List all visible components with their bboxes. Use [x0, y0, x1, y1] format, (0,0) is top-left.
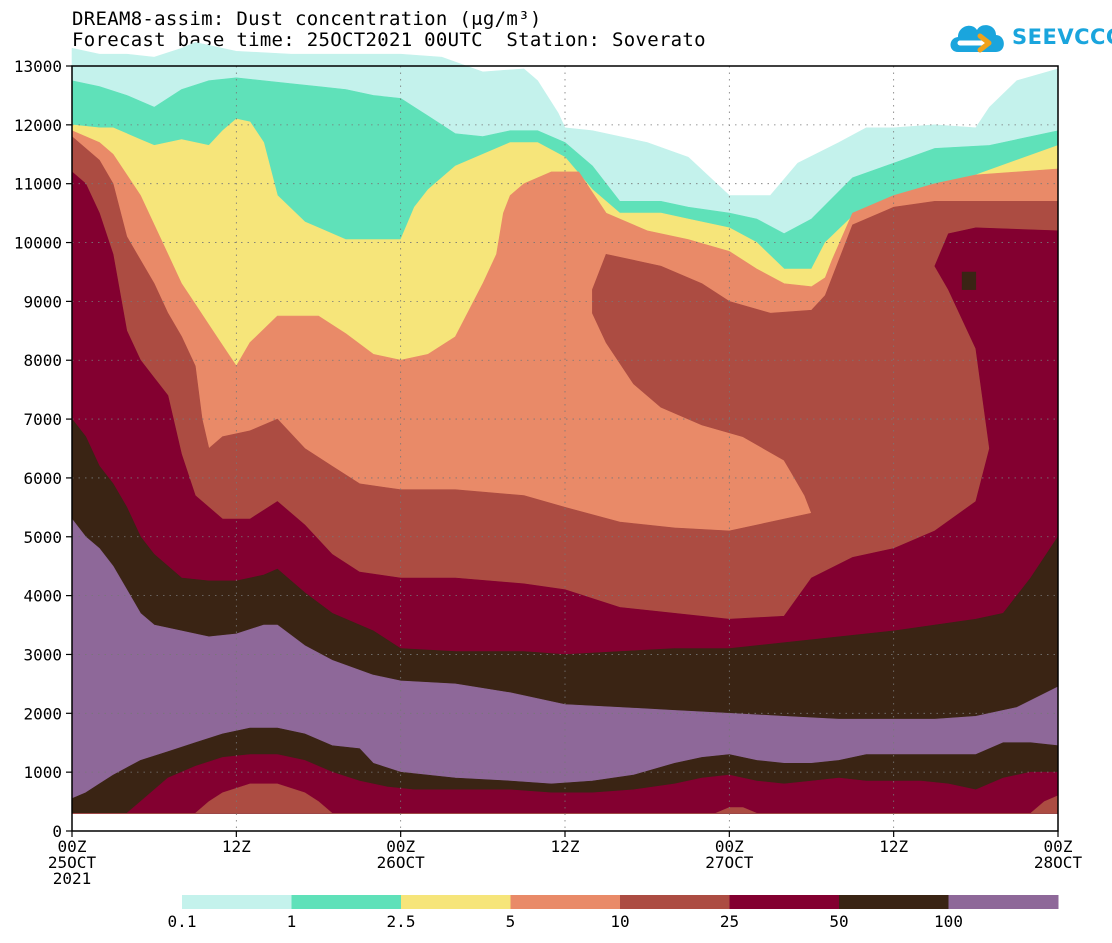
- legend-label: 5: [506, 912, 516, 931]
- x-tick-label: 12Z: [551, 837, 580, 856]
- y-tick-label: 12000: [14, 116, 62, 135]
- legend-swatch: [948, 895, 1059, 909]
- y-tick-label: 10000: [14, 234, 62, 253]
- x-tick-label: 26OCT: [377, 853, 426, 872]
- band-level-50-11: [961, 271, 977, 290]
- y-tick-label: 8000: [23, 351, 62, 370]
- legend-swatch: [182, 895, 292, 909]
- y-axis: 0 1000 2000 3000 4000 5000 6000 7000 8000 9000 100…: [14, 57, 72, 841]
- y-tick-label: 13000: [14, 57, 62, 76]
- y-tick-label: 1000: [23, 763, 62, 782]
- x-tick-label: 12Z: [879, 837, 908, 856]
- y-tick-label: 11000: [14, 175, 62, 194]
- x-tick-label: 25OCT: [48, 853, 97, 872]
- legend-swatch: [620, 895, 730, 909]
- legend-label: 100: [934, 912, 963, 931]
- legend-swatch: [839, 895, 949, 909]
- x-tick-label: 00Z: [58, 837, 87, 856]
- chart-title: DREAM8-assim: Dust concentration (μg/m³): [72, 8, 542, 30]
- legend-label: 25: [720, 912, 739, 931]
- y-tick-label: 9000: [23, 292, 62, 311]
- legend-label: 2.5: [387, 912, 416, 931]
- legend-swatch: [510, 895, 621, 909]
- x-tick-label: 27OCT: [705, 853, 754, 872]
- cloud-arrow-icon: [950, 25, 1004, 53]
- logo-text: SEEVCCC: [1012, 25, 1112, 49]
- legend-label: 1: [287, 912, 297, 931]
- y-tick-label: 6000: [23, 469, 62, 488]
- concentration-bands: [71, 42, 1059, 814]
- legend-label: 50: [829, 912, 848, 931]
- x-tick-label: 00Z: [1044, 837, 1073, 856]
- y-tick-label: 7000: [23, 410, 62, 429]
- x-tick-label: 28OCT: [1034, 853, 1083, 872]
- legend-label: 0.1: [168, 912, 197, 931]
- grid-lines: [72, 66, 1058, 831]
- legend-swatch: [401, 895, 511, 909]
- chart-subtitle: Forecast base time: 25OCT2021 00UTC Stat…: [72, 29, 706, 51]
- y-tick-label: 2000: [23, 704, 62, 723]
- x-tick-label: 00Z: [715, 837, 744, 856]
- x-tick-label: 12Z: [222, 837, 251, 856]
- x-tick-label: 2021: [53, 869, 92, 888]
- y-tick-label: 5000: [23, 528, 62, 547]
- legend-swatch: [729, 895, 840, 909]
- legend-swatch: [291, 895, 402, 909]
- band-level-25-9: [72, 754, 1059, 814]
- legend-label: 10: [610, 912, 629, 931]
- y-tick-label: 0: [52, 822, 62, 841]
- color-legend: 0.1 1 2.5 5 10 25 50 100: [168, 895, 1059, 931]
- seevccc-logo: SEEVCCC: [946, 16, 1112, 60]
- x-tick-label: 00Z: [386, 837, 415, 856]
- y-tick-label: 4000: [23, 587, 62, 606]
- y-tick-label: 3000: [23, 645, 62, 664]
- band-level-10-10: [72, 783, 1059, 814]
